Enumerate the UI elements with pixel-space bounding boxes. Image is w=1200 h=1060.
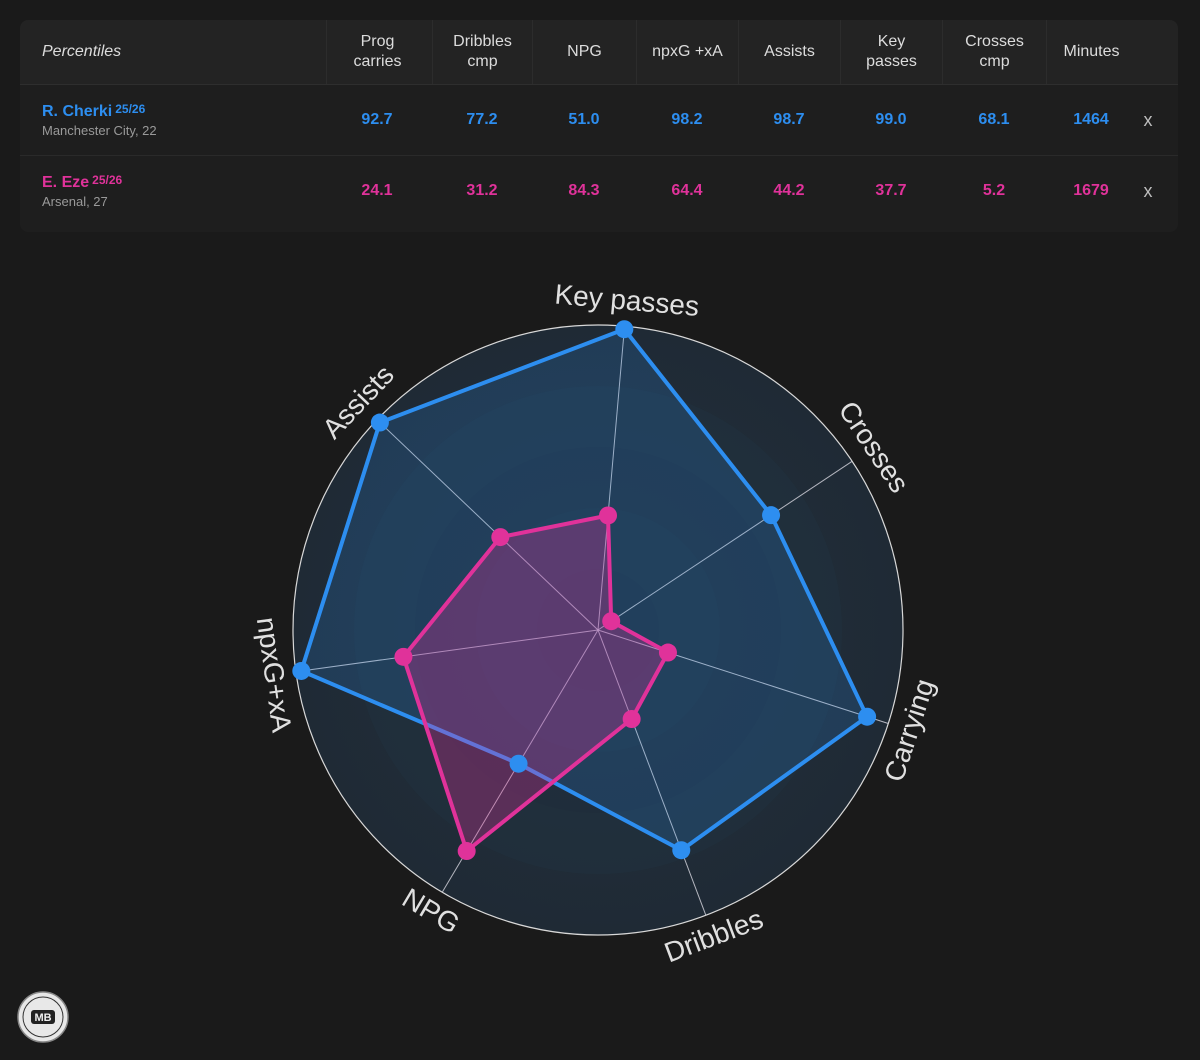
stat-value: 24.1 [361, 182, 393, 199]
remove-player-button[interactable]: x [1143, 180, 1153, 201]
player-name-text: E. Eze [42, 174, 90, 191]
column-header-8[interactable]: Minutes [1046, 20, 1136, 84]
column-header-5[interactable]: Assists [738, 20, 840, 84]
radar-series-cherki [299, 327, 870, 853]
season-badge: 25/26 [92, 173, 123, 187]
logo-text: MB [34, 1012, 51, 1024]
column-header-6[interactable]: Key passes [840, 20, 942, 84]
stat-value: 5.2 [982, 182, 1006, 199]
radar-point[interactable] [615, 320, 634, 339]
player-name[interactable]: R. Cherki 25/26 [42, 102, 146, 121]
stat-value: 99.0 [875, 111, 907, 128]
stat-value: 37.7 [875, 182, 907, 199]
stat-value: 1464 [1073, 111, 1109, 128]
column-header-1[interactable]: Prog carries [326, 20, 428, 84]
season-badge: 25/26 [115, 102, 146, 116]
stat-value: 1679 [1073, 182, 1109, 199]
column-header-3[interactable]: NPG [532, 20, 636, 84]
radar-point[interactable] [762, 506, 781, 525]
column-header-4[interactable]: npxG +xA [636, 20, 738, 84]
radar-point[interactable] [457, 842, 476, 861]
column-header-7[interactable]: Crosses cmp [942, 20, 1046, 84]
radar-point[interactable] [509, 754, 528, 773]
stat-value: 44.2 [773, 182, 805, 199]
radar-spoke [295, 629, 599, 673]
column-header-2[interactable]: Dribbles cmp [432, 20, 532, 84]
radar-point[interactable] [394, 647, 413, 666]
comparison-table: Percentiles Prog carries Dribbles cmp NPG npx… [20, 20, 1178, 232]
radar-point[interactable] [622, 710, 641, 729]
stat-value: 77.2 [466, 111, 498, 128]
stat-value: 31.2 [466, 182, 498, 199]
radar-spoke [597, 629, 707, 916]
radar-spoke [597, 326, 626, 631]
stat-value: 51.0 [568, 111, 600, 128]
stat-value: 64.4 [671, 182, 703, 199]
radar-point[interactable] [599, 506, 618, 525]
stat-value: 98.7 [773, 111, 805, 128]
percentiles-label: Percentiles [42, 43, 122, 60]
stat-value: 68.1 [978, 111, 1010, 128]
player-club-age: Arsenal, 27 [42, 194, 108, 209]
radar-spoke [597, 460, 853, 631]
player-name[interactable]: E. Eze 25/26 [42, 173, 123, 192]
stat-value: 92.7 [361, 111, 393, 128]
mb-logo: MB [17, 991, 69, 1043]
radar-point[interactable] [672, 841, 691, 860]
radar-point[interactable] [292, 661, 311, 680]
radar-point[interactable] [491, 528, 510, 547]
remove-player-button[interactable]: x [1143, 109, 1153, 130]
player-row-cherki: R. Cherki 25/26 Manchester City, 22 x 92.… [20, 85, 1178, 156]
radar-point[interactable] [658, 643, 677, 662]
radar-point[interactable] [370, 413, 389, 432]
radar-series-eze [401, 513, 670, 853]
radar-axis-label: npxG+xA [251, 615, 298, 734]
stat-value: 84.3 [568, 182, 600, 199]
player-club-age: Manchester City, 22 [42, 123, 157, 138]
radar-point[interactable] [602, 612, 621, 631]
table-header: Percentiles Prog carries Dribbles cmp NPG npx… [20, 20, 1178, 85]
player-row-eze: E. Eze 25/26 Arsenal, 27 x 24.1 31.2 84.3 64… [20, 156, 1178, 226]
radar-point[interactable] [858, 707, 877, 726]
radar-spoke [597, 629, 889, 725]
player-name-text: R. Cherki [42, 103, 113, 120]
stat-value: 98.2 [671, 111, 703, 128]
radar-axis-label: Key passes [553, 278, 700, 321]
radar-spoke [376, 419, 599, 631]
